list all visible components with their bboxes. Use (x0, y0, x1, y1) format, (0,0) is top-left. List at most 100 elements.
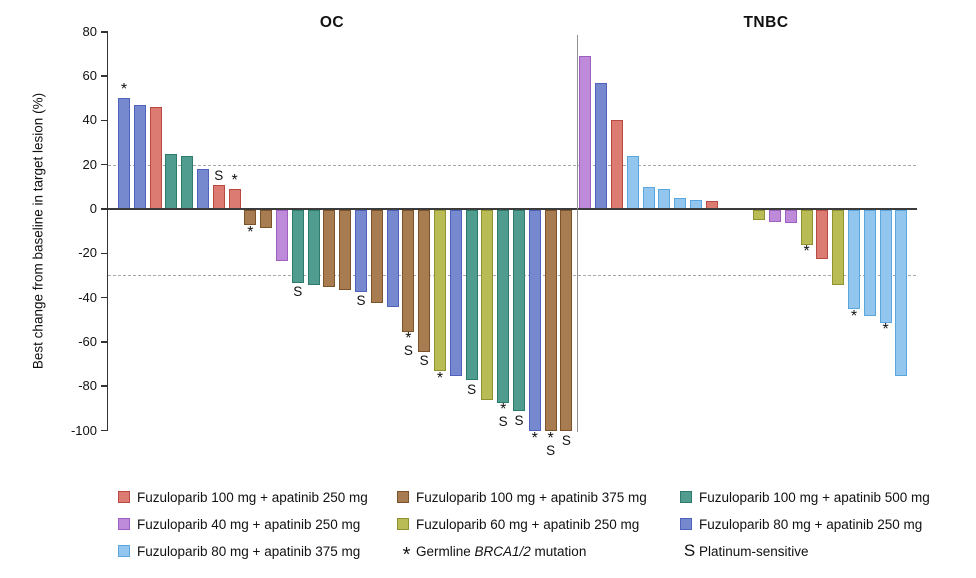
bar-tnbc-lightblue (895, 209, 908, 376)
y-tick-label: 60 (82, 68, 97, 84)
panel-title-tnbc: TNBC (743, 14, 789, 31)
y-tick (100, 252, 107, 255)
bar-tnbc-lightblue (658, 189, 671, 209)
bar-oc-olive (434, 209, 446, 372)
bar-tnbc-red (816, 209, 829, 259)
bar-oc-red (228, 189, 241, 209)
y-tick-label: -60 (78, 333, 97, 349)
y-tick (100, 341, 107, 343)
panel-divider (576, 35, 578, 432)
platinum-sensitive-mark: S (403, 342, 413, 358)
y-tick-label: -80 (78, 378, 97, 394)
legend-label: Germline BRCA1/2 mutation (416, 543, 587, 559)
bar-oc-teal (465, 209, 478, 381)
legend-item-lightblue: Fuzuloparib 80 mg + apatinib 375 mg (118, 543, 360, 559)
bar-annotation: S (293, 285, 302, 299)
bar-annotation: * S (498, 400, 508, 429)
legend-item-olive: Fuzuloparib 60 mg + apatinib 250 mg (397, 516, 639, 532)
bar-oc-purple (276, 209, 288, 261)
bar-annotation: * (803, 243, 810, 261)
brca-mutation-mark: * (405, 329, 412, 347)
legend-swatch-olive (397, 518, 409, 530)
bar-tnbc-lightblue (879, 209, 892, 323)
bar-tnbc-purple (784, 209, 797, 224)
legend-item-red: Fuzuloparib 100 mg + apatinib 250 mg (118, 489, 368, 505)
brca-mutation-mark: * (231, 172, 238, 190)
bar-annotation: * S (403, 329, 413, 358)
legend-item-teal: Fuzuloparib 100 mg + apatinib 500 mg (680, 489, 930, 505)
bar-oc-brown (323, 209, 336, 288)
bar-oc-brown (418, 209, 431, 352)
brca-mutation-mark: * (547, 429, 554, 447)
legend-label: Fuzuloparib 80 mg + apatinib 375 mg (137, 543, 361, 559)
bar-tnbc-red (611, 120, 623, 209)
y-tick (100, 163, 107, 166)
bar-oc-blue (386, 209, 399, 308)
bar-tnbc-olive (832, 209, 845, 286)
brca-mutation-mark: * (500, 400, 507, 418)
bar-oc-brown (544, 209, 557, 432)
bar-oc-red (149, 107, 162, 209)
legend-swatch-lightblue (118, 545, 130, 557)
panel-title-oc: OC (319, 14, 345, 31)
bar-oc-teal (291, 209, 304, 283)
reference-line-20 (108, 164, 916, 166)
legend-label: Fuzuloparib 40 mg + apatinib 250 mg (137, 516, 361, 532)
brca-mutation-mark: * (531, 429, 538, 447)
brca-mutation-mark: * (882, 320, 889, 338)
legend-label: Fuzuloparib 100 mg + apatinib 250 mg (137, 489, 368, 505)
platinum-sensitive-mark: S (356, 292, 366, 308)
bar-annotation: S (467, 381, 477, 397)
legend-swatch-blue (680, 518, 692, 530)
bar-tnbc-purple (579, 56, 592, 209)
reference-line--30 (108, 275, 916, 277)
bar-annotation: S (214, 168, 223, 182)
zero-baseline (108, 208, 917, 210)
bar-oc-brown (370, 209, 383, 303)
bar-oc-blue (133, 104, 146, 209)
legend-swatch-red (118, 491, 130, 503)
bar-annotation: * S (546, 429, 556, 458)
bar-oc-brown (560, 209, 573, 432)
bar-oc-blue (197, 169, 209, 209)
y-tick-label: 40 (82, 112, 97, 128)
y-tick (100, 429, 107, 432)
platinum-sensitive-mark: S (467, 381, 477, 397)
bar-annotation: * (531, 429, 538, 447)
bar-oc-blue (118, 98, 130, 209)
brca-mutation-mark: * (803, 243, 810, 261)
legend-item-platinum-sensitive: S Platinum-sensitive (680, 542, 809, 559)
bar-oc-red (212, 184, 225, 209)
bar-annotation: S (514, 413, 523, 427)
legend-label: Fuzuloparib 100 mg + apatinib 500 mg (699, 489, 930, 505)
asterisk-symbol: * (402, 544, 411, 566)
bar-oc-teal (307, 209, 320, 286)
bar-annotation: * (851, 308, 857, 324)
brca-mutation-mark: * (120, 81, 128, 99)
y-tick (100, 296, 107, 299)
y-axis (106, 31, 108, 431)
bar-annotation: * (247, 223, 254, 241)
bar-annotation: S (562, 433, 571, 447)
bar-annotation: * (120, 81, 128, 99)
y-tick (100, 31, 107, 33)
bar-tnbc-lightblue (642, 186, 655, 209)
legend-swatch-purple (118, 518, 130, 530)
legend-item-brown: Fuzuloparib 100 mg + apatinib 375 mg (397, 489, 647, 505)
brca-mutation-mark: * (247, 223, 254, 241)
y-tick-label: 20 (82, 156, 97, 172)
platinum-sensitive-mark: S (498, 413, 508, 429)
bar-oc-teal (497, 209, 510, 403)
bar-oc-blue (449, 209, 462, 376)
bar-annotation: * (437, 370, 443, 386)
y-tick (100, 385, 107, 387)
y-tick-label: 0 (89, 201, 97, 216)
platinum-sensitive-mark: S (546, 442, 556, 458)
y-tick (100, 75, 107, 77)
legend-item-purple: Fuzuloparib 40 mg + apatinib 250 mg (118, 516, 360, 532)
y-tick-label: 80 (82, 23, 97, 39)
y-tick (100, 208, 107, 210)
legend-swatch-brown (397, 491, 409, 503)
legend-label: Fuzuloparib 80 mg + apatinib 250 mg (699, 516, 923, 532)
